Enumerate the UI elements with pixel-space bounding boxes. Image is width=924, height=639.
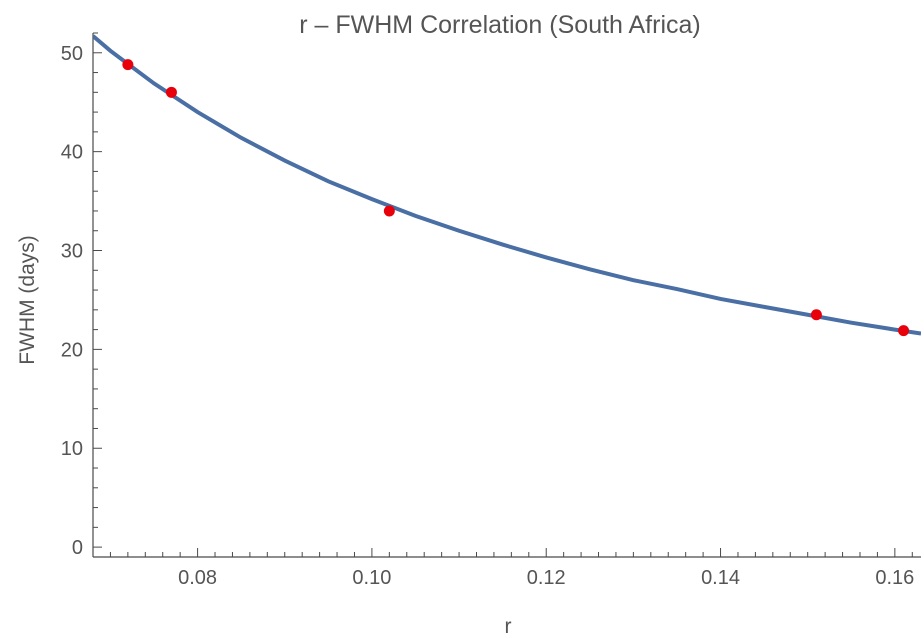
x-ticks: 0.08 0.10 0.12 0.14 0.16 — [109, 548, 914, 589]
y-tick-label: 10 — [61, 438, 83, 460]
y-ticks: 0 10 20 30 40 50 — [61, 32, 102, 559]
y-tick-label: 30 — [61, 241, 83, 263]
x-tick-label: 0.16 — [875, 567, 914, 589]
y-tick-label: 50 — [61, 43, 83, 65]
x-tick-label: 0.14 — [701, 567, 740, 589]
y-tick-label: 40 — [61, 142, 83, 164]
y-tick-label: 0 — [72, 537, 83, 559]
x-tick-label: 0.12 — [527, 567, 566, 589]
data-point — [810, 309, 822, 321]
data-point — [165, 86, 177, 98]
series-layer — [93, 34, 921, 337]
x-tick-label: 0.08 — [178, 567, 217, 589]
data-point — [122, 59, 134, 71]
y-tick-label: 20 — [61, 339, 83, 361]
data-point — [383, 205, 395, 217]
chart-title: r – FWHM Correlation (South Africa) — [299, 11, 701, 39]
y-axis-title: FWHM (days) — [16, 235, 39, 365]
x-tick-label: 0.10 — [352, 567, 391, 589]
plot-axes — [92, 33, 921, 558]
data-point — [898, 325, 910, 337]
x-axis-title: r — [505, 615, 512, 638]
fit-curve — [93, 34, 921, 336]
